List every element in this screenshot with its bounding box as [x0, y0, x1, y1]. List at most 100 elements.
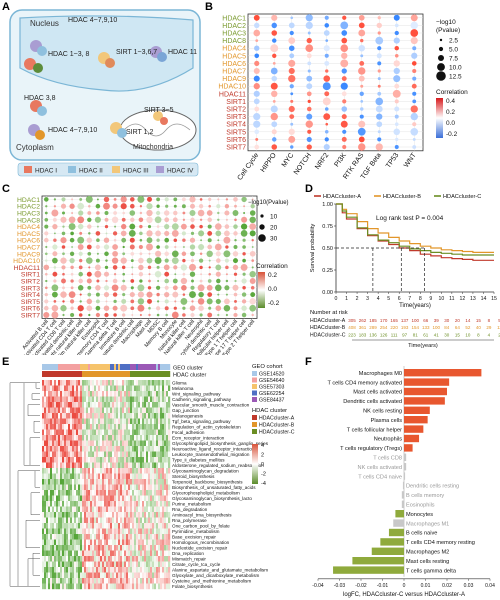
heat-cell: [54, 534, 57, 540]
hdac-track-cell: [144, 371, 147, 377]
heat-cell: [124, 479, 127, 485]
bar-19: [371, 547, 404, 555]
heat-cell: [60, 451, 63, 458]
heat-cell: [124, 523, 127, 529]
dot: [190, 203, 195, 209]
dot: [249, 210, 256, 216]
heat-cell: [54, 462, 57, 469]
hdac-track-cell: [112, 371, 115, 377]
geo-track-cell: [154, 364, 157, 370]
heat-cell: [154, 539, 157, 546]
heat-cell: [120, 391, 123, 397]
heat-cell: [132, 484, 135, 491]
heat-cell: [54, 572, 57, 579]
bar-20: [352, 557, 404, 565]
geo-label-3: GSE62254: [259, 391, 284, 397]
dot: [223, 250, 231, 258]
heat-cell: [78, 440, 81, 447]
geo-track-cell: [108, 364, 111, 370]
heat-cell: [106, 462, 109, 469]
heat-cell: [92, 539, 95, 546]
dot: [77, 305, 84, 312]
heat-cell: [106, 385, 109, 392]
heat-cell: [84, 572, 87, 579]
heat-cell: [74, 391, 77, 397]
geo-track-cell: [92, 364, 95, 370]
heat-cell: [104, 578, 107, 584]
heat-cell: [70, 523, 73, 529]
heat-cell: [152, 396, 155, 403]
dendrogram-branch-3: [33, 421, 40, 433]
heat-cell: [80, 457, 83, 463]
heat-cell: [152, 583, 155, 590]
heat-cell: [126, 484, 129, 491]
heat-cell: [46, 429, 49, 436]
hdac-track-cell: [64, 371, 67, 377]
dot: [324, 53, 329, 58]
heat-cell: [122, 440, 125, 447]
heat-cell: [104, 539, 107, 546]
heat-cell: [116, 534, 119, 540]
dot: [121, 265, 126, 270]
heat-cell: [78, 396, 81, 403]
heat-cell: [76, 572, 79, 579]
dot: [155, 230, 161, 237]
heat-cell: [54, 385, 57, 392]
heat-cell: [66, 539, 69, 546]
heat-cell: [108, 385, 111, 392]
heat-cell: [164, 391, 167, 397]
dot: [207, 230, 213, 236]
heat-cell: [46, 435, 49, 441]
heat-cell: [60, 468, 63, 474]
heat-cell: [132, 413, 135, 419]
heat-cell: [154, 468, 157, 474]
geo-track-cell: [166, 364, 169, 370]
heat-cell: [90, 424, 93, 430]
heat-cell: [94, 479, 97, 485]
heat-cell: [102, 556, 105, 562]
heat-cell: [164, 429, 167, 436]
dot: [224, 224, 230, 229]
heat-cell: [54, 440, 57, 447]
heat-cell: [76, 501, 79, 507]
y-tick-0: 0.00: [322, 290, 333, 296]
geo-track-cell: [56, 364, 59, 370]
dot: [190, 285, 195, 290]
heat-cell: [122, 512, 125, 518]
heat-cell: [80, 413, 83, 419]
heat-cell: [52, 550, 55, 557]
dendrogram-branch-8: [25, 520, 40, 548]
heat-cell: [126, 517, 129, 524]
dot: [79, 293, 82, 296]
x-tick-0: -0.04: [312, 583, 324, 589]
heat-cell: [110, 479, 113, 485]
geo-label-1: GSE54640: [259, 378, 284, 384]
heat-cell: [122, 550, 125, 557]
heat-cell: [146, 550, 149, 557]
dot: [242, 258, 246, 263]
heat-cell: [46, 440, 49, 447]
heat-cell: [48, 468, 51, 474]
heat-cell: [76, 545, 79, 551]
color-tick-2: 0.0: [446, 120, 455, 127]
heat-cell: [80, 440, 83, 447]
heat-cell: [80, 545, 83, 551]
dot: [147, 298, 152, 304]
hdac-track-cell: [168, 371, 171, 377]
heat-cell: [160, 567, 163, 573]
dot: [182, 245, 185, 249]
dot: [137, 291, 144, 298]
geo-track-cell: [46, 364, 49, 370]
heat-cell: [130, 528, 133, 535]
heat-cell: [132, 501, 135, 507]
heat-cell: [42, 418, 45, 425]
heat-cell: [116, 424, 119, 430]
heat-cell: [100, 517, 103, 524]
heat-cell: [114, 501, 117, 507]
dot: [104, 265, 109, 270]
heat-cell: [42, 473, 45, 480]
dot: [128, 230, 136, 237]
heat-cell: [152, 435, 155, 441]
heat-cell: [120, 457, 123, 463]
heat-cell: [64, 413, 67, 419]
